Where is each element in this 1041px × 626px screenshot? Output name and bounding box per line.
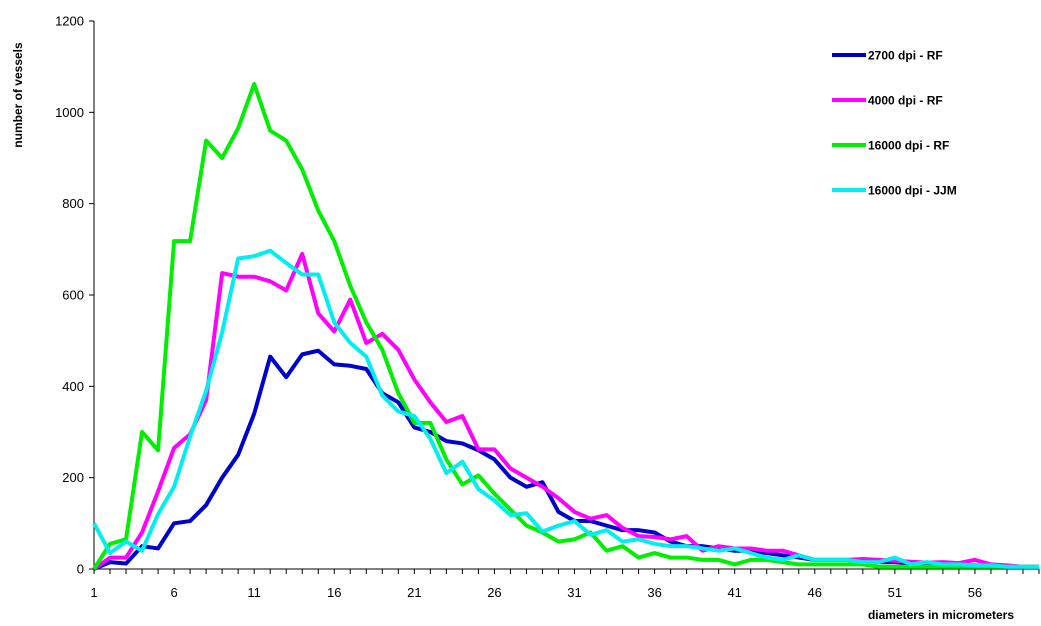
y-tick-label: 1200	[55, 14, 84, 29]
x-tick-label: 1	[90, 585, 97, 600]
legend: 2700 dpi - RF 4000 dpi - RF 16000 dpi - RF…	[832, 49, 957, 198]
x-tick-label: 36	[647, 585, 661, 600]
x-tick-label: 21	[407, 585, 421, 600]
y-tick-label: 0	[77, 562, 84, 577]
x-tick-label: 31	[567, 585, 581, 600]
x-tick-label: 46	[808, 585, 822, 600]
x-tick-label: 6	[170, 585, 177, 600]
y-axis: 0 200 400 600 800 1000 1200	[55, 14, 95, 577]
legend-label: 16000 dpi - JJM	[868, 184, 957, 198]
y-tick-label: 800	[62, 196, 84, 211]
x-tick-label: 51	[888, 585, 902, 600]
y-tick-label: 600	[62, 288, 84, 303]
legend-label: 2700 dpi - RF	[868, 49, 943, 63]
series-lines	[92, 82, 1039, 571]
series-line-4	[92, 248, 1039, 569]
series-line-3	[92, 82, 1039, 571]
y-tick-label: 1000	[55, 105, 84, 120]
legend-label: 4000 dpi - RF	[868, 94, 943, 108]
y-axis-title: number of vessels	[11, 42, 25, 148]
series-line-1	[93, 348, 1039, 571]
x-tick-label: 26	[487, 585, 501, 600]
x-tick-label: 56	[968, 585, 982, 600]
x-tick-label: 16	[327, 585, 341, 600]
y-tick-label: 400	[62, 379, 84, 394]
x-tick-label: 41	[727, 585, 741, 600]
x-axis: 1 6 11 16 21 26 31 36 41 46 51 56	[90, 568, 1040, 600]
x-tick-label: 11	[247, 585, 261, 600]
x-axis-title: diameters in micrometers	[868, 608, 1014, 622]
legend-label: 16000 dpi - RF	[868, 139, 949, 153]
y-tick-label: 200	[62, 470, 84, 485]
